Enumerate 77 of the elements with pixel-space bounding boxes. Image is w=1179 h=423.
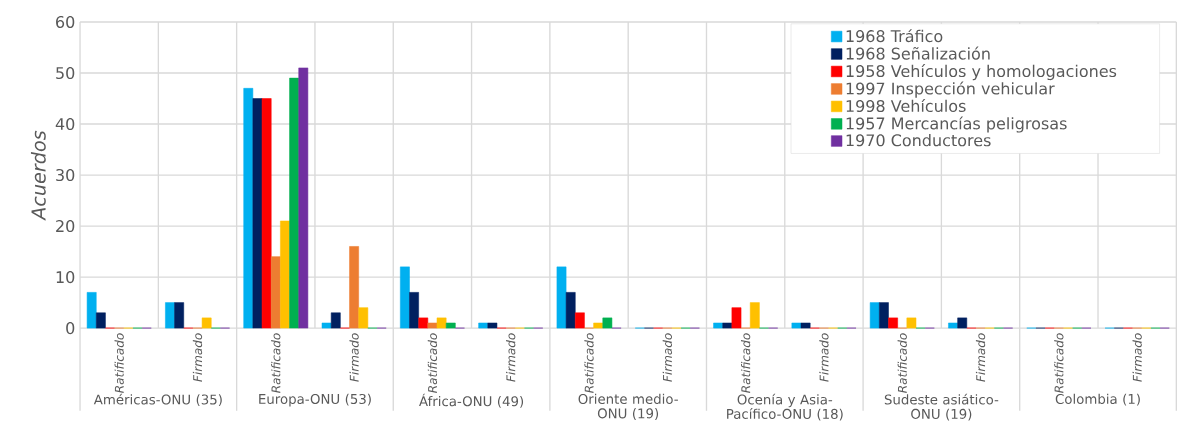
bar [280,220,290,329]
text: Oriente medio-ONU (19) [578,393,678,421]
bar [749,302,760,329]
x-tick-label: Ratificado [897,333,907,393]
bar [565,292,576,329]
bar [791,322,802,329]
legend-label: 1968 Señalización [846,46,990,60]
bar [95,312,106,329]
bar [289,77,299,329]
x-tick-label: Ratificado [114,333,124,393]
bar [418,317,429,329]
bar [349,246,359,329]
x-tick-label: Firmado [506,333,516,382]
x-tick-label: Firmado [819,333,829,382]
y-axis-title: Acuerdos [30,130,46,221]
x-tick-label: Ratificado [427,333,438,393]
bar [261,98,272,329]
bar [713,322,723,329]
text: África-ONU (49) [419,393,524,408]
bar [358,307,369,329]
x-tick-label: Ratificado [1054,333,1064,393]
x-tick-label: Firmado [192,333,203,382]
bar [957,317,968,329]
bar [487,322,498,329]
bar [869,302,880,329]
text: Colombia (1) [1055,393,1140,406]
bar [409,292,419,329]
x-tick-label: Firmado [1132,333,1142,382]
bar [602,317,613,329]
bar [879,302,889,329]
text: Sudeste asiático-ONU (19) [884,393,999,421]
text: Europa-ONU (53) [259,393,371,407]
bar [427,322,438,329]
bar [478,322,489,329]
bar [888,317,898,329]
bar [330,312,341,329]
x-tick-label: Ratificado [584,333,594,393]
legend-label: 1970 Conductores [846,134,991,147]
bar [321,322,332,329]
y-tick-label: 40 [55,118,75,131]
y-tick-label: 10 [56,271,75,284]
bar [800,322,811,329]
bar [593,322,604,329]
y-tick-label: 20 [56,220,75,233]
bar [731,307,742,329]
x-tick-label: Ratificado [741,333,751,393]
legend-label: 1997 Inspección vehicular [846,81,1055,98]
bar [270,256,281,329]
y-tick-label: 0 [66,322,75,335]
bar [252,98,263,329]
bar [201,317,212,329]
text: Américas-ONU (35) [93,393,222,407]
x-tick-label: Firmado [662,333,672,382]
bar [445,322,456,329]
legend-label: 1998 Vehículos [846,99,966,113]
bar [400,266,410,329]
bar [556,266,567,329]
bar [436,317,447,329]
x-tick-label: Firmado [349,333,359,382]
bar [243,88,254,329]
bar [165,302,175,329]
y-tick-label: 30 [56,169,75,182]
bar [298,67,309,329]
x-tick-label: Firmado [975,333,986,382]
y-tick-label: 50 [56,67,75,80]
bar [948,322,958,329]
bar [906,317,917,329]
bar [86,292,97,329]
bar [722,322,733,329]
bar [575,312,585,329]
bar [174,302,185,329]
legend-label: 1968 Tráfico [846,29,943,43]
x-tick-label: Ratificado [271,333,281,393]
text: Ocenía y Asia-Pacífico-ONU (18) [727,393,843,421]
legend-label: 1957 Mercancías peligrosas [846,116,1067,133]
legend-label: 1958 Vehículos y homologaciones [846,64,1117,81]
y-tick-label: 60 [56,16,75,29]
